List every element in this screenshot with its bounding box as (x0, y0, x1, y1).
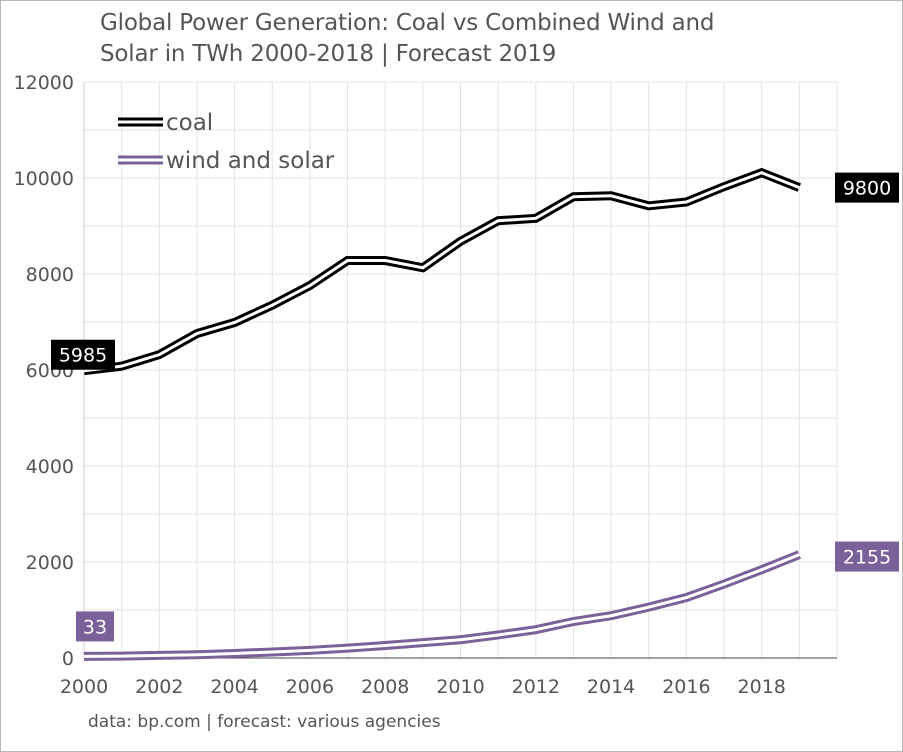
y-tick-label: 0 (62, 648, 74, 670)
wind-solar-start-badge-text: 33 (83, 616, 107, 638)
x-tick-label: 2016 (662, 676, 710, 698)
series-lines (83, 167, 802, 661)
x-tick-labels: 2000 2002 2004 2006 2008 2010 2012 2014 2016 2018 (60, 676, 786, 698)
source-footer: data: bp.com | forecast: various agencie… (88, 712, 441, 732)
legend-label: coal (166, 110, 213, 136)
x-tick-label: 2002 (135, 676, 183, 698)
chart-title: Global Power Generation: Coal vs Combine… (100, 8, 860, 70)
x-tick-label: 2010 (436, 676, 484, 698)
coal-end-badge-box (835, 172, 899, 203)
y-tick-label: 10000 (14, 168, 74, 190)
chart-title-line-2: Solar in TWh 2000-2018 | Forecast 2019 (100, 41, 557, 67)
y-tick-label: 12000 (14, 72, 74, 94)
x-tick-label: 2012 (512, 676, 560, 698)
y-tick-label: 8000 (26, 264, 74, 286)
series-line-inner-0 (83, 171, 800, 373)
x-tick-label: 2004 (210, 676, 258, 698)
series-line-outer-0 (83, 167, 802, 376)
wind-solar-start-badge-box (76, 611, 114, 642)
x-tick-label: 2008 (361, 676, 409, 698)
coal-start-badge-text: 5985 (59, 345, 107, 367)
legend-label: wind and solar (166, 148, 335, 174)
y-tick-label: 2000 (26, 552, 74, 574)
wind-solar-end-badge-box (835, 541, 899, 572)
series-line-inner-1 (83, 553, 800, 658)
x-tick-label: 2018 (738, 676, 786, 698)
x-tick-label: 2014 (587, 676, 635, 698)
value-badges: 5985 9800 33 2155 (51, 172, 899, 642)
legend: coal wind and solar (118, 110, 335, 174)
x-tick-label: 2000 (60, 676, 108, 698)
chart-title-line-1: Global Power Generation: Coal vs Combine… (100, 10, 715, 36)
coal-start-badge-box (51, 339, 115, 370)
x-tick-label: 2006 (286, 676, 334, 698)
coal-end-badge-text: 9800 (843, 178, 891, 200)
wind-solar-end-badge-text: 2155 (843, 547, 891, 569)
y-tick-label: 4000 (26, 456, 74, 478)
